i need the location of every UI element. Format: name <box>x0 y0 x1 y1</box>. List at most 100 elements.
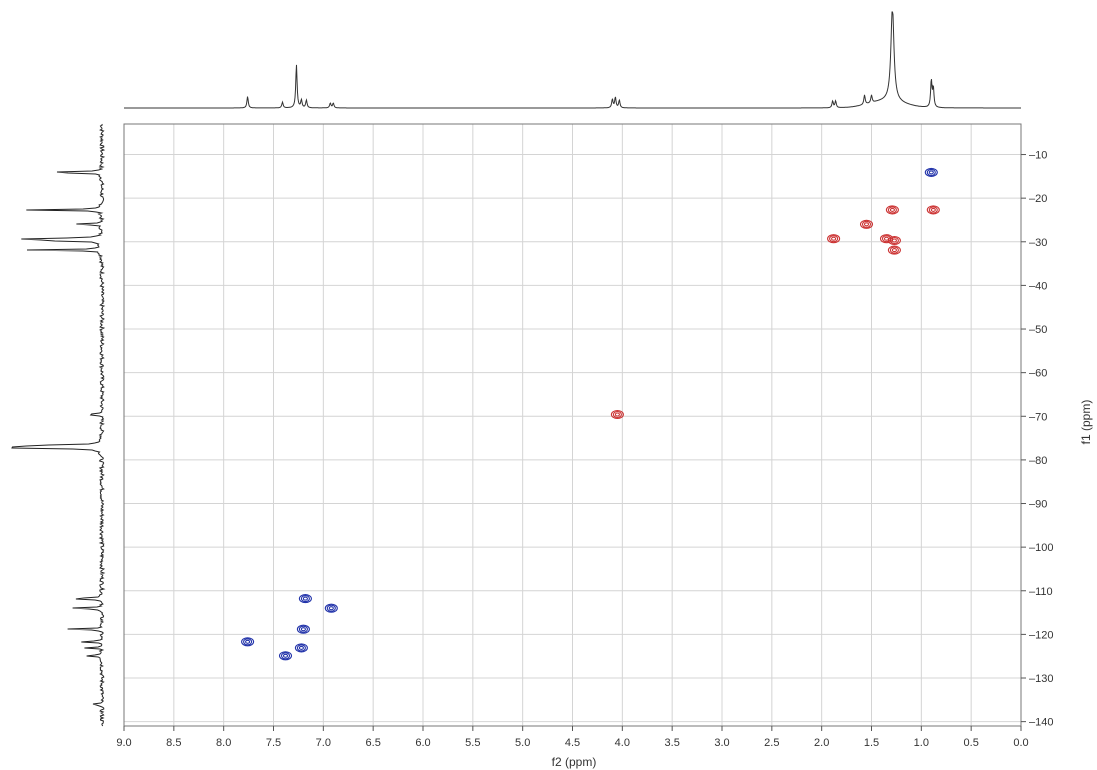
contour-ring <box>296 644 306 652</box>
contour-ring <box>928 170 934 175</box>
contour-ring <box>302 596 308 601</box>
x-tick-label: 7.0 <box>316 737 331 749</box>
cross-peak-series-0 <box>241 167 938 661</box>
contour-ring <box>889 207 895 212</box>
x-tick-label: 3.5 <box>665 737 680 749</box>
cross-peak <box>324 603 338 613</box>
cross-peak <box>241 637 255 647</box>
contour-ring <box>861 220 872 228</box>
contour-ring <box>829 235 839 243</box>
contour-ring <box>610 409 624 420</box>
y-tick-label: –140 <box>1029 717 1053 729</box>
cross-peak <box>924 167 938 177</box>
x-axis-title: f2 (ppm) <box>552 755 597 769</box>
y-tick-label: –40 <box>1029 280 1047 292</box>
contour-ring <box>328 606 334 611</box>
x-axis: 9.0 8.5 8.0 7.5 7.0 6.5 6.0 5.5 5.0 4.5 4.0 3.5 3.0 2… <box>116 726 1029 749</box>
cross-peak-series-1 <box>610 205 940 420</box>
y-axis: –10 –20 –30 –40 –50 –60 –70 –80 –90 –100 –110 –120 –… <box>1021 150 1053 729</box>
x-tick-label: 7.5 <box>266 737 281 749</box>
contour-ring <box>280 652 291 660</box>
contour-ring <box>278 651 293 661</box>
cross-peak <box>926 205 940 215</box>
x-tick-label: 9.0 <box>116 737 131 749</box>
x-tick-label: 1.0 <box>914 737 929 749</box>
cross-peak <box>294 643 308 653</box>
y-axis-title: f1 (ppm) <box>1079 400 1093 445</box>
contour-ring <box>245 639 251 644</box>
contour-ring <box>883 236 890 241</box>
contour-ring <box>885 205 899 215</box>
contour-ring <box>889 246 899 254</box>
contour-ring <box>324 603 338 613</box>
cross-peak <box>859 219 874 229</box>
contour-ring <box>924 167 938 177</box>
contour-ring <box>296 624 310 634</box>
x-tick-label: 4.5 <box>565 737 580 749</box>
y-tick-label: –10 <box>1029 150 1047 162</box>
y-tick-label: –70 <box>1029 411 1047 423</box>
cross-peaks <box>241 167 940 661</box>
cross-peak <box>278 651 293 661</box>
cross-peak <box>296 624 310 634</box>
contour-ring <box>879 234 894 244</box>
contour-ring <box>887 206 897 214</box>
x-tick-label: 2.0 <box>814 737 829 749</box>
x-tick-label: 5.0 <box>515 737 530 749</box>
contour-ring <box>859 219 874 229</box>
f2-projection-spectrum <box>124 11 1021 109</box>
contour-ring <box>887 245 901 255</box>
x-tick-label: 3.0 <box>714 737 729 749</box>
x-tick-label: 8.5 <box>166 737 181 749</box>
cross-peak <box>298 594 312 604</box>
contour-ring <box>282 653 289 658</box>
f1-projection-spectrum <box>11 123 106 727</box>
y-tick-label: –110 <box>1029 586 1053 598</box>
y-tick-label: –30 <box>1029 237 1047 249</box>
contour-ring <box>831 236 837 241</box>
contour-ring <box>298 594 312 604</box>
contour-ring <box>926 205 940 215</box>
grid <box>123 124 1022 726</box>
contour-ring <box>300 595 310 603</box>
contour-ring <box>891 248 897 253</box>
contour-ring <box>298 645 304 650</box>
y-tick-label: –120 <box>1029 629 1053 641</box>
contour-ring <box>928 206 938 214</box>
y-tick-label: –80 <box>1029 455 1047 467</box>
cross-peak <box>610 409 624 420</box>
contour-ring <box>300 627 306 632</box>
cross-peak <box>827 234 841 244</box>
contour-ring <box>298 625 308 633</box>
x-tick-label: 0.0 <box>1013 737 1028 749</box>
x-tick-label: 1.5 <box>864 737 879 749</box>
y-tick-label: –130 <box>1029 673 1053 685</box>
x-tick-label: 6.5 <box>366 737 381 749</box>
cross-peak <box>887 235 901 246</box>
contour-ring <box>930 207 936 212</box>
x-tick-label: 6.0 <box>415 737 430 749</box>
contour-ring <box>326 604 336 612</box>
contour-ring <box>827 234 841 244</box>
contour-ring <box>887 235 901 246</box>
y-tick-label: –50 <box>1029 324 1047 336</box>
x-tick-label: 0.5 <box>964 737 979 749</box>
contour-ring <box>926 168 936 176</box>
contour-ring <box>863 222 870 227</box>
x-tick-label: 5.5 <box>465 737 480 749</box>
cross-peak <box>887 245 901 255</box>
y-tick-label: –20 <box>1029 193 1047 205</box>
contour-ring <box>241 637 255 647</box>
contour-ring <box>614 412 620 417</box>
contour-ring <box>243 638 253 646</box>
x-tick-label: 2.5 <box>764 737 779 749</box>
x-tick-label: 4.0 <box>615 737 630 749</box>
contour-ring <box>612 410 622 419</box>
y-tick-label: –100 <box>1029 542 1053 554</box>
x-tick-label: 8.0 <box>216 737 231 749</box>
y-tick-label: –90 <box>1029 499 1047 511</box>
contour-ring <box>889 236 899 245</box>
y-tick-label: –60 <box>1029 368 1047 380</box>
